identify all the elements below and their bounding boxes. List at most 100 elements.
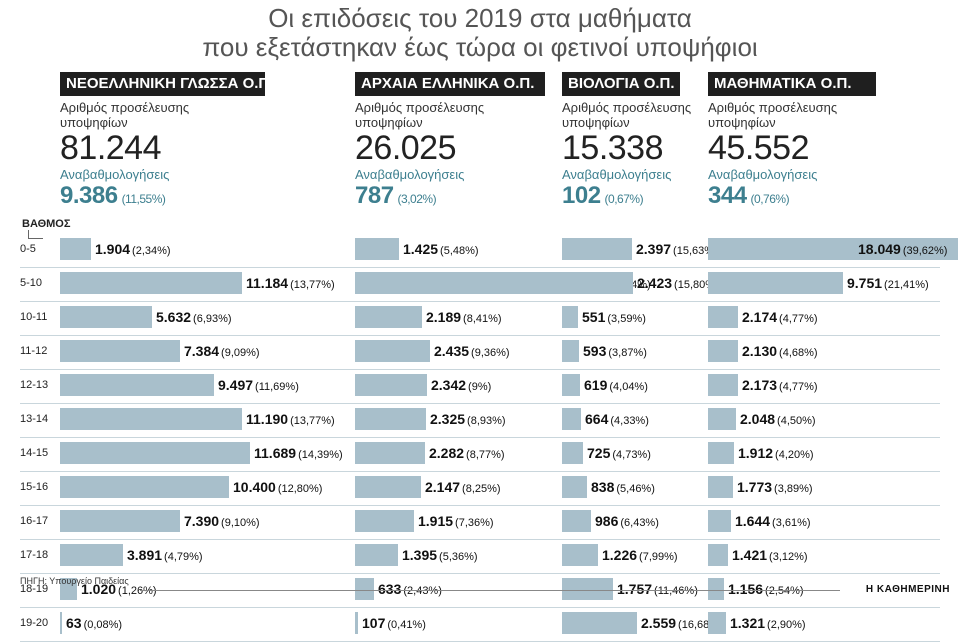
bar-value: 633 bbox=[378, 581, 402, 597]
bar-value: 1.421 bbox=[732, 547, 768, 563]
revaluations-label: Αναβαθμολογήσεις bbox=[562, 167, 672, 182]
bar-percent: (3,87%) bbox=[608, 347, 647, 359]
bar-value-label: 633 (2,43%) bbox=[378, 581, 442, 597]
bar-2-6 bbox=[562, 442, 583, 464]
bar-percent: (8,93%) bbox=[467, 415, 506, 427]
bar-percent: (6,93%) bbox=[193, 313, 232, 325]
bar-3-1 bbox=[708, 272, 843, 294]
bar-value: 11.689 bbox=[254, 445, 297, 461]
bar-value: 1.644 bbox=[735, 513, 771, 529]
grade-range-label: 18-19 bbox=[20, 583, 49, 595]
bar-0-4 bbox=[60, 374, 214, 396]
bar-percent: (4,73%) bbox=[612, 449, 651, 461]
bar-2-5 bbox=[562, 408, 581, 430]
bar-value: 1.321 bbox=[730, 615, 766, 631]
bar-value: 9.751 bbox=[847, 275, 883, 291]
applicants-label: Αριθμός προσέλευσης υποψηφίων bbox=[562, 100, 692, 130]
bar-value-label: 986 (6,43%) bbox=[595, 513, 659, 529]
bar-value: 1.915 bbox=[418, 513, 454, 529]
bar-value-label: 10.400 (12,80%) bbox=[233, 479, 322, 495]
bar-value-label: 593 (3,87%) bbox=[583, 343, 647, 359]
revaluations-percent: (0,76%) bbox=[750, 192, 790, 206]
grade-range-label: 14-15 bbox=[20, 447, 49, 459]
bar-value: 2.325 bbox=[430, 411, 466, 427]
bar-value-label: 1.421 (3,12%) bbox=[732, 547, 808, 563]
row-divider bbox=[20, 267, 940, 268]
bar-value: 2.130 bbox=[742, 343, 778, 359]
bar-value: 619 bbox=[584, 377, 608, 393]
revaluations-percent: (0,67%) bbox=[604, 192, 644, 206]
bar-value: 2.435 bbox=[434, 343, 470, 359]
bar-value: 9.497 bbox=[218, 377, 254, 393]
bar-percent: (39,62%) bbox=[902, 245, 948, 257]
bar-percent: (8,77%) bbox=[466, 449, 505, 461]
bar-value-label: 2.342 (9%) bbox=[431, 377, 491, 393]
bar-value-label: 1.773 (3,89%) bbox=[737, 479, 813, 495]
bar-value: 2.559 bbox=[641, 615, 677, 631]
row-divider bbox=[20, 301, 940, 302]
bar-value-label: 1.425 (5,48%) bbox=[403, 241, 479, 257]
bar-value-label: 18.049 (39,62%) bbox=[858, 241, 947, 257]
bar-value-label: 1.644 (3,61%) bbox=[735, 513, 811, 529]
grade-range-label: 17-18 bbox=[20, 549, 49, 561]
bar-value: 63 bbox=[66, 615, 82, 631]
grade-range-label: 0-5 bbox=[20, 243, 36, 255]
bar-3-0 bbox=[708, 238, 958, 260]
bar-2-2 bbox=[562, 306, 578, 328]
bar-0-8 bbox=[60, 510, 180, 532]
bar-1-3 bbox=[355, 340, 430, 362]
bar-value: 10.400 bbox=[233, 479, 276, 495]
bar-value-label: 1.912 (4,20%) bbox=[738, 445, 814, 461]
bar-3-9 bbox=[708, 544, 728, 566]
bar-percent: (4,33%) bbox=[610, 415, 649, 427]
bar-0-5 bbox=[60, 408, 242, 430]
bar-0-11 bbox=[60, 612, 62, 634]
bar-value-label: 11.190 (13,77%) bbox=[246, 411, 335, 427]
bar-2-8 bbox=[562, 510, 591, 532]
bar-1-5 bbox=[355, 408, 426, 430]
bar-value: 5.632 bbox=[156, 309, 192, 325]
bar-value-label: 7.390 (9,10%) bbox=[184, 513, 260, 529]
bar-percent: (1,26%) bbox=[118, 585, 157, 597]
grade-range-label: 15-16 bbox=[20, 481, 49, 493]
revaluations-percent: (11,55%) bbox=[121, 192, 166, 206]
bar-percent: (8,25%) bbox=[462, 483, 501, 495]
bar-percent: (3,89%) bbox=[774, 483, 813, 495]
bar-value-label: 619 (4,04%) bbox=[584, 377, 648, 393]
bar-value-label: 2.173 (4,77%) bbox=[742, 377, 818, 393]
bar-value-label: 2.130 (4,68%) bbox=[742, 343, 818, 359]
bar-value-label: 63 (0,08%) bbox=[66, 615, 122, 631]
revaluations-count: 344 (0,76%) bbox=[708, 182, 790, 210]
bar-value-label: 1.020 (1,26%) bbox=[81, 581, 157, 597]
bar-value-label: 664 (4,33%) bbox=[585, 411, 649, 427]
bar-value: 551 bbox=[582, 309, 606, 325]
bar-2-3 bbox=[562, 340, 579, 362]
bar-percent: (2,43%) bbox=[403, 585, 442, 597]
bar-percent: (4,50%) bbox=[777, 415, 816, 427]
bar-value: 2.282 bbox=[429, 445, 465, 461]
bar-percent: (11,46%) bbox=[654, 585, 698, 597]
bar-3-4 bbox=[708, 374, 738, 396]
source-note: ΠΗΓΗ: Υπουργείο Παιδείας bbox=[20, 576, 129, 586]
grade-axis-marker bbox=[28, 230, 43, 239]
bar-2-1 bbox=[562, 272, 633, 294]
bar-value-label: 9.751 (21,41%) bbox=[847, 275, 929, 291]
applicants-count: 45.552 bbox=[708, 129, 810, 167]
bar-percent: (0,41%) bbox=[387, 619, 426, 631]
applicants-label: Αριθμός προσέλευσης υποψηφίων bbox=[708, 100, 838, 130]
bar-percent: (5,46%) bbox=[616, 483, 655, 495]
bar-value: 11.184 bbox=[246, 275, 289, 291]
bar-1-8 bbox=[355, 510, 414, 532]
bar-percent: (6,43%) bbox=[620, 517, 659, 529]
bar-value: 2.423 bbox=[637, 275, 673, 291]
panel-title: ΑΡΧΑΙΑ ΕΛΛΗΝΙΚΑ Ο.Π. bbox=[355, 72, 545, 96]
chart-title-line-1: Οι επιδόσεις του 2019 στα μαθήματα bbox=[268, 3, 692, 33]
grade-range-label: 10-11 bbox=[20, 311, 48, 323]
bar-percent: (5,48%) bbox=[440, 245, 479, 257]
bar-0-9 bbox=[60, 544, 123, 566]
bar-percent: (2,90%) bbox=[767, 619, 806, 631]
bar-value-label: 11.184 (13,77%) bbox=[246, 275, 335, 291]
grade-range-label: 19-20 bbox=[20, 617, 49, 629]
bar-percent: (7,36%) bbox=[455, 517, 494, 529]
row-divider bbox=[20, 403, 940, 404]
